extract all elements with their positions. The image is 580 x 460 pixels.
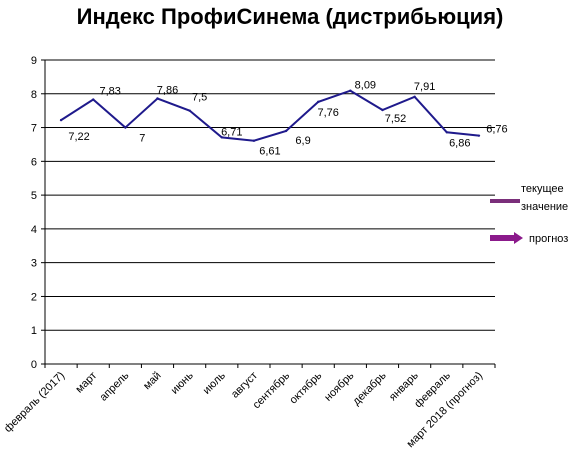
data-label: 6,9 [295,135,310,147]
x-tick-label: июнь [169,369,196,396]
legend-label: значение [521,201,568,213]
y-tick-label: 5 [31,190,37,202]
data-point [413,95,416,99]
data-point [381,108,384,112]
x-tick-label: апрель [97,369,131,403]
data-label: 7,91 [414,81,435,93]
data-point [220,136,223,139]
x-tick-label: май [141,370,164,393]
x-tick-label: март [73,370,99,396]
x-tick-label: октябрь [287,369,324,406]
data-point [188,109,191,112]
x-tick-label: декабрь [351,369,389,407]
data-label: 7,76 [318,107,339,119]
series-line [60,89,480,142]
data-label: 6,61 [259,146,280,158]
data-label: 8,09 [355,80,376,92]
data-label: 7,22 [68,131,89,143]
y-tick-label: 0 [31,359,37,371]
data-label: 7,5 [192,92,207,104]
legend-swatch-forecast [490,232,523,244]
data-point [445,131,448,134]
data-label: 7 [139,133,145,145]
data-label: 6,71 [221,126,242,138]
x-tick-label: февраль (2017) [2,370,67,435]
data-point [284,129,288,133]
data-label: 6,86 [449,137,470,149]
data-point [92,98,95,101]
data-point [124,126,127,129]
x-tick-label: август [229,370,260,401]
y-tick-label: 7 [31,123,37,135]
series-layer [59,89,481,142]
gridlines [45,59,495,365]
data-point [59,118,63,122]
data-point [349,89,352,92]
data-point [317,100,320,104]
data-label: 7,83 [100,86,121,98]
y-tick-label: 6 [31,156,37,168]
chart-title: Индекс ПрофиСинема (дистрибьюция) [76,4,504,29]
legend: текущее значение прогноз [490,183,568,245]
data-label: 7,52 [385,113,406,125]
data-point [252,139,256,142]
y-tick-label: 4 [31,224,37,236]
data-point [156,97,159,100]
y-tick-label: 8 [31,89,37,101]
data-point [477,134,481,137]
x-tick-label: июль [201,369,228,396]
y-tick-label: 3 [31,258,37,270]
data-label: 6,76 [486,124,507,136]
y-tick-label: 1 [31,325,37,337]
data-labels: 7,22 7,83 7 7,86 7,5 6,71 6,61 6,9 7,76 8,09 7,52 7… [68,80,507,158]
y-tick-label: 2 [31,291,37,303]
y-axis: 0 1 2 3 4 5 6 7 8 9 [31,55,46,371]
y-tick-label: 9 [31,55,37,67]
legend-label: прогноз [529,233,568,245]
data-label: 7,86 [157,85,178,97]
legend-label: текущее [521,183,564,195]
legend-swatch-current [490,199,520,203]
